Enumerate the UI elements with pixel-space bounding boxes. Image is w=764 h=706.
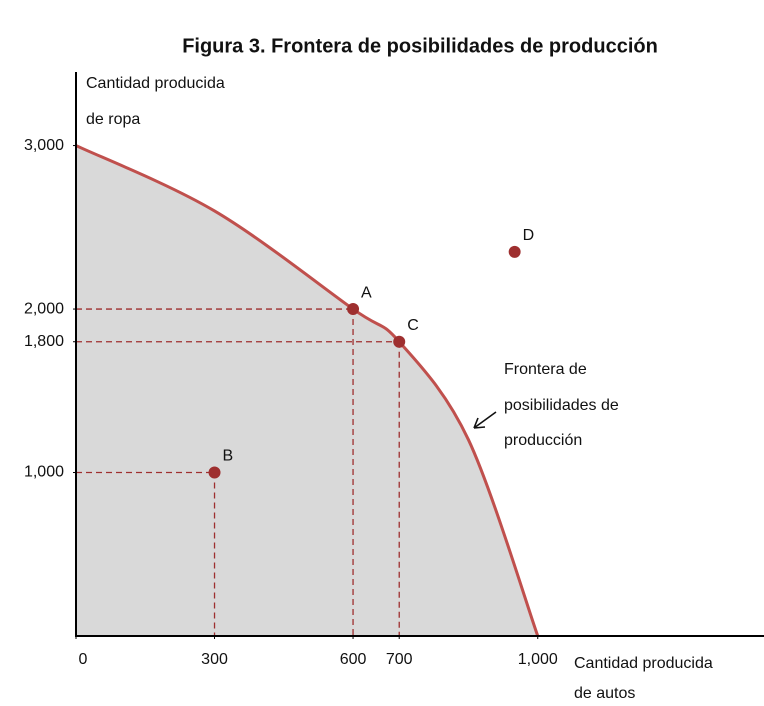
x-tick-label: 0 [79, 651, 88, 668]
frontier-area [76, 145, 538, 636]
point [393, 335, 406, 348]
point-label: B [223, 448, 234, 465]
chart-title: Figura 3. Frontera de posibilidades de p… [182, 35, 658, 57]
y-tick-label: 1,000 [24, 464, 64, 481]
annotation: Frontera de [504, 361, 587, 378]
annotation: posibilidades de [504, 397, 619, 414]
y-axis-label: Cantidad producida [86, 75, 225, 92]
annotation: producción [504, 432, 582, 449]
frontier-line [75, 144, 540, 637]
annotation-arrow [473, 411, 497, 429]
x-tick-label: 1,000 [518, 651, 558, 668]
y-tick-label: 3,000 [24, 137, 64, 154]
point-label: C [407, 317, 419, 334]
point [347, 303, 360, 316]
y-tick-label: 2,000 [24, 300, 64, 317]
guides [76, 308, 400, 636]
point-label: A [361, 284, 372, 301]
point-label: D [523, 227, 535, 244]
y-tick-label: 1,800 [24, 333, 64, 350]
x-tick-label: 700 [386, 651, 413, 668]
point [208, 466, 221, 479]
x-tick-label: 600 [340, 651, 367, 668]
point [508, 245, 521, 258]
x-tick-label: 300 [201, 651, 228, 668]
x-axis-label: de autos [574, 685, 635, 702]
x-axis-label: Cantidad producida [574, 655, 713, 672]
y-axis-label: de ropa [86, 111, 140, 128]
